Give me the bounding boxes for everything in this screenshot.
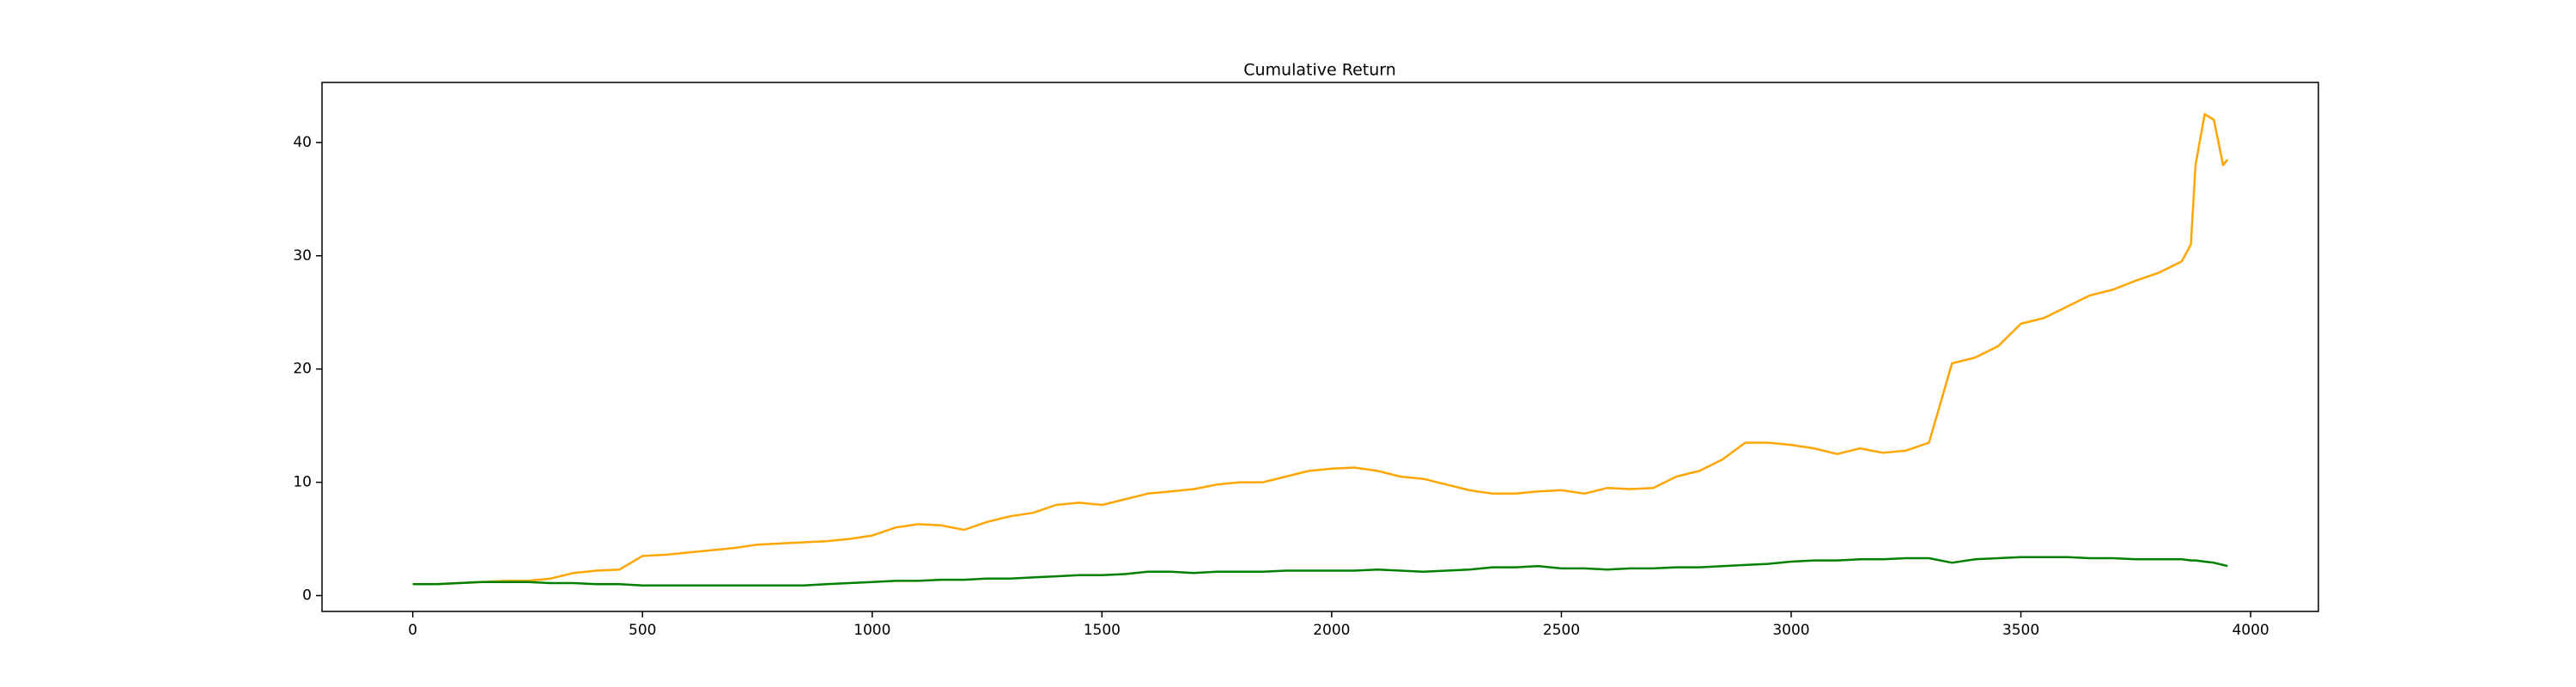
line-series <box>412 556 2228 587</box>
x-tick-label: 2000 <box>1313 622 1350 639</box>
x-tick-label: 1000 <box>854 622 890 639</box>
y-tick-label: 30 <box>293 247 312 264</box>
line-series <box>412 112 2229 586</box>
x-tick-label: 2500 <box>1543 622 1580 639</box>
chart-title: Cumulative Return <box>1243 61 1396 80</box>
x-tick-label: 3000 <box>1772 622 1809 639</box>
x-tick-label: 500 <box>629 622 656 639</box>
x-tick-label: 3500 <box>2002 622 2039 639</box>
x-tick-label: 4000 <box>2232 622 2269 639</box>
x-tick-label: 0 <box>408 622 417 639</box>
plot-frame <box>321 82 2319 612</box>
y-tick-label: 20 <box>293 361 312 378</box>
x-tick-label: 1500 <box>1084 622 1121 639</box>
y-tick-label: 10 <box>293 474 312 491</box>
y-tick-label: 40 <box>293 134 312 151</box>
y-tick-label: 0 <box>302 587 312 605</box>
